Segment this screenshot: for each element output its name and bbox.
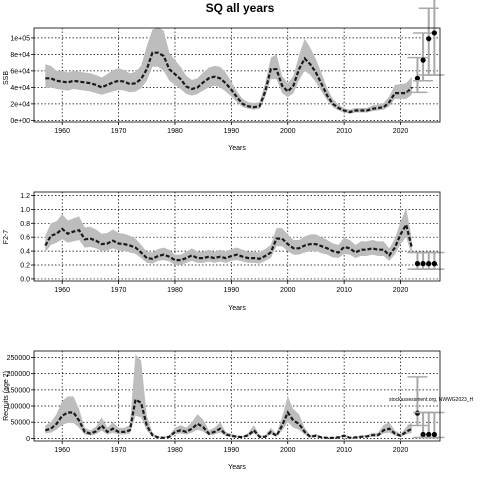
ssb-confidence-band — [45, 27, 412, 114]
recruits-x-tick-label: 1970 — [111, 447, 127, 454]
f-projection-point — [420, 261, 426, 267]
ssb-y-tick-label: 0e+00 — [10, 118, 30, 125]
f-x-tick-label: 1980 — [167, 287, 183, 294]
ssb-y-tick-label: 8e+04 — [10, 52, 30, 59]
fishing-mortality-x-axis-label: Years — [228, 305, 246, 312]
ssb-x-tick-label: 2000 — [280, 128, 296, 135]
f-projection-point — [426, 261, 432, 267]
ssb-x-tick-label: 1980 — [167, 128, 183, 135]
ssb-projection-point — [420, 57, 426, 63]
recruits-x-tick-label: 1960 — [54, 447, 70, 454]
recruits-projection-point — [420, 431, 426, 438]
ssb-x-tick-label: 2020 — [393, 128, 409, 135]
f-x-tick-label: 2000 — [280, 287, 296, 294]
recruits-y-tick-label: 50000 — [11, 420, 31, 427]
f-y-tick-label: 0.0 — [20, 276, 30, 283]
ssb-x-tick-label: 1990 — [224, 128, 240, 135]
f-projection-point — [431, 261, 437, 267]
recruits-x-tick-label: 1990 — [224, 447, 240, 454]
f-projection-point — [414, 261, 421, 267]
recruitment-y-axis-label: Recruits (age 2) — [3, 371, 10, 421]
ssb-x-tick-label: 2010 — [336, 128, 352, 135]
recruits-projection-point — [426, 431, 432, 438]
ssb-y-tick-label: 2e+04 — [10, 101, 30, 108]
f-y-tick-label: 1.2 — [20, 193, 30, 200]
recruits-plot-frame — [33, 350, 441, 442]
ssb-panel: 1960 1970 1980 1990 2000 2010 2020 0e+00 2e+04 4e… — [10, 0, 445, 135]
f-estimate-line — [44, 221, 413, 262]
ssb-x-tick-label: 1960 — [54, 128, 70, 135]
recruits-y-tick-label: 100000 — [7, 404, 30, 411]
recruits-estimate-line — [44, 397, 413, 440]
recruitment-x-axis-label: Years — [228, 464, 246, 471]
f-y-tick-label: 0.6 — [20, 235, 30, 242]
f-x-tick-label: 2010 — [336, 287, 352, 294]
recruits-y-tick-label: 150000 — [7, 387, 30, 394]
ssb-y-tick-label: 4e+04 — [10, 85, 30, 92]
recruits-x-tick-label: 2010 — [336, 447, 352, 454]
f-y-tick-label: 0.4 — [20, 249, 30, 256]
ssb-projection-point — [414, 75, 421, 81]
recruits-x-tick-label: 1980 — [167, 447, 183, 454]
fishing-mortality-panel: 1960 1970 1980 1990 2000 2010 2020 0.0 0.2 0.4 0.6… — [20, 191, 445, 294]
f-x-tick-label: 1990 — [224, 287, 240, 294]
f-confidence-band — [45, 207, 412, 266]
ssb-x-tick-label: 1970 — [111, 128, 127, 135]
f-y-tick-label: 0.2 — [20, 263, 30, 270]
ssb-y-tick-label: 1e+05 — [10, 35, 30, 42]
recruits-x-tick-label: 2020 — [393, 447, 409, 454]
f-y-tick-label: 0.8 — [20, 221, 30, 228]
recruits-y-tick-label: 0 — [26, 436, 30, 443]
ssb-y-tick-label: 6e+04 — [10, 68, 30, 75]
f-x-tick-label: 1970 — [111, 287, 127, 294]
recruits-y-tick-label: 250000 — [7, 355, 30, 362]
ssb-plot-frame — [33, 27, 441, 123]
recruits-confidence-band — [45, 354, 412, 439]
ssb-x-axis-label: Years — [228, 145, 246, 152]
recruitment-annotation: stockassessment.org, NWWG2023_H — [389, 397, 474, 403]
f-x-tick-label: 2020 — [393, 287, 409, 294]
recruitment-panel: 1960 1970 1980 1990 2000 2010 2020 0 50000 100000… — [7, 350, 445, 454]
ssb-projection-point — [431, 30, 437, 36]
recruits-x-tick-label: 2000 — [280, 447, 296, 454]
recruits-projection-point — [431, 431, 437, 438]
f-x-tick-label: 1960 — [54, 287, 70, 294]
f-y-tick-label: 1.0 — [20, 207, 30, 214]
chart-title: SQ all years — [206, 1, 275, 15]
recruits-y-tick-label: 200000 — [7, 371, 30, 378]
ssb-y-axis-label: SSB — [3, 71, 10, 85]
f-plot-frame — [33, 191, 441, 282]
ssb-estimate-line — [45, 51, 413, 114]
ssb-projection-point — [426, 36, 432, 42]
fishing-mortality-y-axis-label: F2-7 — [3, 230, 10, 245]
